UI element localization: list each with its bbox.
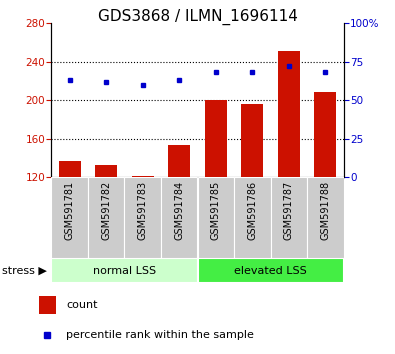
Bar bbox=[168, 145, 190, 177]
Text: GSM591782: GSM591782 bbox=[101, 181, 111, 240]
Bar bbox=[198, 177, 234, 258]
Text: percentile rank within the sample: percentile rank within the sample bbox=[66, 330, 254, 341]
Text: GSM591788: GSM591788 bbox=[320, 181, 330, 240]
Bar bbox=[132, 176, 154, 177]
Bar bbox=[88, 177, 124, 258]
Bar bbox=[307, 177, 344, 258]
Bar bbox=[271, 177, 307, 258]
Bar bbox=[241, 104, 263, 177]
Text: normal LSS: normal LSS bbox=[93, 266, 156, 276]
Text: stress ▶: stress ▶ bbox=[2, 266, 47, 276]
Text: GSM591783: GSM591783 bbox=[138, 181, 148, 240]
Bar bbox=[278, 51, 300, 177]
Bar bbox=[234, 177, 271, 258]
Text: GSM591787: GSM591787 bbox=[284, 181, 294, 240]
Bar bbox=[198, 258, 344, 283]
Bar bbox=[51, 258, 198, 283]
Text: GSM591786: GSM591786 bbox=[247, 181, 257, 240]
Bar bbox=[124, 177, 161, 258]
Bar bbox=[205, 100, 227, 177]
Text: GSM591781: GSM591781 bbox=[65, 181, 75, 240]
Bar bbox=[39, 296, 56, 314]
Bar bbox=[51, 177, 88, 258]
Bar bbox=[59, 161, 81, 177]
Text: GSM591784: GSM591784 bbox=[174, 181, 184, 240]
Bar bbox=[95, 165, 117, 177]
Bar bbox=[161, 177, 198, 258]
Bar bbox=[314, 92, 336, 177]
Text: count: count bbox=[66, 300, 98, 310]
Text: GSM591785: GSM591785 bbox=[211, 181, 221, 240]
Text: GDS3868 / ILMN_1696114: GDS3868 / ILMN_1696114 bbox=[98, 9, 297, 25]
Text: elevated LSS: elevated LSS bbox=[234, 266, 307, 276]
